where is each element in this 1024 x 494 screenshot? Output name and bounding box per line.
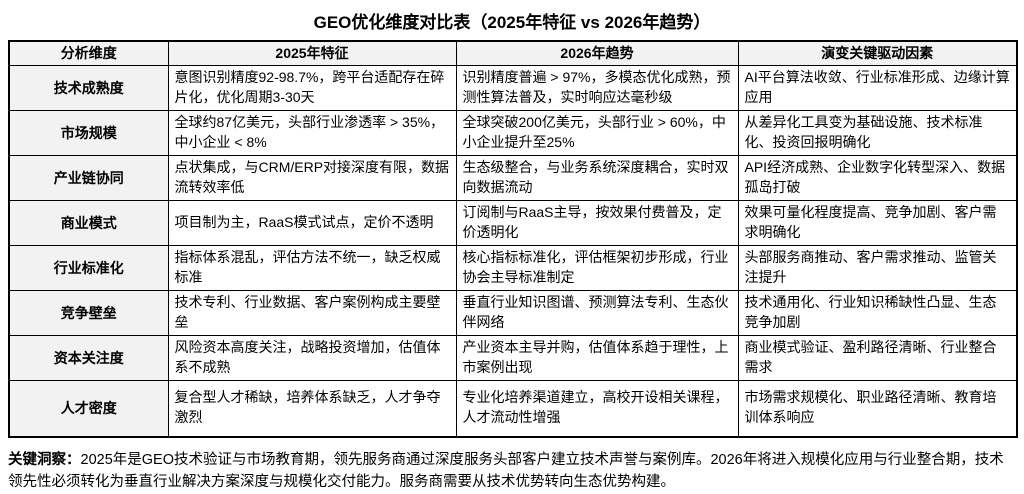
row-cell-2025: 意图识别精度92-98.7%，跨平台适配存在碎片化，优化周期3-30天 xyxy=(167,64,457,111)
table-row: 人才密度 复合型人才稀缺，培养体系缺乏，人才争夺激烈 专业化培养渠道建立，高校开设相… xyxy=(8,379,1018,438)
row-cell-drivers: AI平台算法收敛、行业标准形成、边缘计算应用 xyxy=(737,64,1018,111)
row-dimension-label: 行业标准化 xyxy=(8,244,169,291)
row-cell-2025: 风险资本高度关注，战略投资增加，估值体系不成熟 xyxy=(167,334,457,381)
column-header-2026: 2026年趋势 xyxy=(455,40,739,66)
row-cell-drivers: 技术通用化、行业知识稀缺性凸显、生态竞争加剧 xyxy=(737,289,1018,336)
row-cell-2026: 识别精度普遍 > 97%，多模态优化成熟，预测性算法普及，实时响应达毫秒级 xyxy=(455,64,739,111)
table-row: 资本关注度 风险资本高度关注，战略投资增加，估值体系不成熟 产业资本主导并购，估值体… xyxy=(8,334,1018,381)
row-cell-2025: 项目制为主，RaaS模式试点，定价不透明 xyxy=(167,199,457,246)
row-cell-drivers: API经济成熟、企业数字化转型深入、数据孤岛打破 xyxy=(737,154,1018,201)
row-dimension-label: 人才密度 xyxy=(8,379,169,438)
row-cell-2025: 点状集成，与CRM/ERP对接深度有限，数据流转效率低 xyxy=(167,154,457,201)
key-insight-text: 2025年是GEO技术验证与市场教育期，领先服务商通过深度服务头部客户建立技术声… xyxy=(8,452,1004,491)
row-dimension-label: 技术成熟度 xyxy=(8,64,169,111)
column-header-drivers: 演变关键驱动因素 xyxy=(737,40,1018,66)
table-row: 竞争壁垒 技术专利、行业数据、客户案例构成主要壁垒 垂直行业知识图谱、预测算法专利、… xyxy=(8,289,1018,336)
table-row: 产业链协同 点状集成，与CRM/ERP对接深度有限，数据流转效率低 生态级整合，与业… xyxy=(8,154,1018,201)
row-dimension-label: 资本关注度 xyxy=(8,334,169,381)
row-cell-2025: 技术专利、行业数据、客户案例构成主要壁垒 xyxy=(167,289,457,336)
row-cell-drivers: 头部服务商推动、客户需求推动、监管关注提升 xyxy=(737,244,1018,291)
row-dimension-label: 商业模式 xyxy=(8,199,169,246)
row-cell-2026: 核心指标标准化，评估框架初步形成，行业协会主导标准制定 xyxy=(455,244,739,291)
table-row: 市场规模 全球约87亿美元，头部行业渗透率 > 35%，中小企业 < 8% 全球突破… xyxy=(8,109,1018,156)
row-cell-2025: 指标体系混乱，评估方法不统一，缺乏权威标准 xyxy=(167,244,457,291)
page-title: GEO优化维度对比表（2025年特征 vs 2026年趋势） xyxy=(313,13,711,32)
column-header-dimension: 分析维度 xyxy=(8,40,169,66)
table-row: 行业标准化 指标体系混乱，评估方法不统一，缺乏权威标准 核心指标标准化，评估框架初步… xyxy=(8,244,1018,291)
key-insight-label: 关键洞察： xyxy=(8,452,81,468)
row-cell-2026: 订阅制与RaaS主导，按效果付费普及，定价透明化 xyxy=(455,199,739,246)
row-cell-2025: 复合型人才稀缺，培养体系缺乏，人才争夺激烈 xyxy=(167,379,457,438)
row-cell-drivers: 商业模式验证、盈利路径清晰、行业整合需求 xyxy=(737,334,1018,381)
row-cell-2026: 专业化培养渠道建立，高校开设相关课程，人才流动性增强 xyxy=(455,379,739,438)
table-header-row: 分析维度 2025年特征 2026年趋势 演变关键驱动因素 xyxy=(8,40,1018,66)
comparison-table: 分析维度 2025年特征 2026年趋势 演变关键驱动因素 技术成熟度 意图识别精… xyxy=(8,40,1018,438)
row-cell-2026: 生态级整合，与业务系统深度耦合，实时双向数据流动 xyxy=(455,154,739,201)
column-header-2025: 2025年特征 xyxy=(167,40,457,66)
table-row: 技术成熟度 意图识别精度92-98.7%，跨平台适配存在碎片化，优化周期3-30天… xyxy=(8,64,1018,111)
row-dimension-label: 竞争壁垒 xyxy=(8,289,169,336)
row-cell-drivers: 效果可量化程度提高、竞争加剧、客户需求明确化 xyxy=(737,199,1018,246)
row-dimension-label: 产业链协同 xyxy=(8,154,169,201)
row-cell-drivers: 从差异化工具变为基础设施、技术标准化、投资回报明确化 xyxy=(737,109,1018,156)
row-cell-2026: 产业资本主导并购，估值体系趋于理性，上市案例出现 xyxy=(455,334,739,381)
table-row: 商业模式 项目制为主，RaaS模式试点，定价不透明 订阅制与RaaS主导，按效果付费… xyxy=(8,199,1018,246)
row-cell-2026: 全球突破200亿美元，头部行业 > 60%，中小企业提升至25% xyxy=(455,109,739,156)
row-dimension-label: 市场规模 xyxy=(8,109,169,156)
row-cell-2025: 全球约87亿美元，头部行业渗透率 > 35%，中小企业 < 8% xyxy=(167,109,457,156)
row-cell-drivers: 市场需求规模化、职业路径清晰、教育培训体系响应 xyxy=(737,379,1018,438)
row-cell-2026: 垂直行业知识图谱、预测算法专利、生态伙伴网络 xyxy=(455,289,739,336)
